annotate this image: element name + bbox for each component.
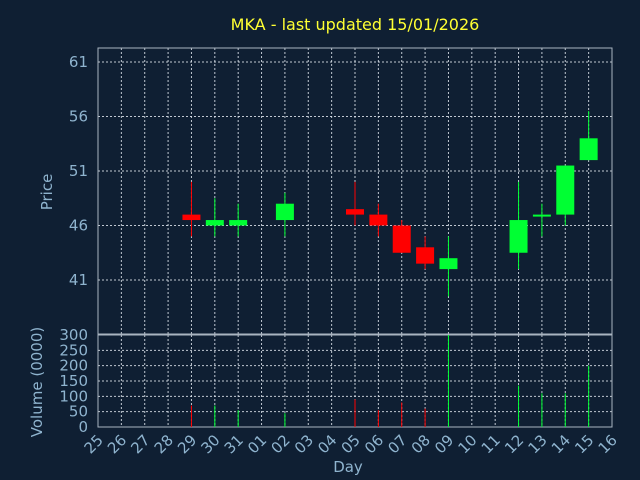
candle-body bbox=[532, 214, 551, 217]
volume-tick-label: 0 bbox=[78, 418, 88, 436]
x-tick-label: 31 bbox=[221, 431, 247, 457]
candle-body bbox=[205, 220, 224, 226]
price-panel-frame bbox=[97, 47, 613, 335]
candle-body bbox=[346, 209, 364, 215]
x-tick-label: 10 bbox=[454, 431, 480, 457]
x-tick-label: 02 bbox=[268, 431, 294, 457]
volume-tick-label: 250 bbox=[59, 341, 88, 359]
x-tick-label: 08 bbox=[408, 431, 434, 457]
candle-body bbox=[369, 214, 388, 226]
price-axis-label: Price bbox=[38, 174, 56, 211]
x-tick-label: 26 bbox=[104, 431, 130, 457]
volume-tick-label: 50 bbox=[69, 403, 88, 421]
x-tick-label: 04 bbox=[314, 431, 340, 457]
candle-body bbox=[182, 214, 201, 221]
x-tick-label: 14 bbox=[548, 431, 574, 457]
price-panel: 41 46 51 56 61 bbox=[69, 47, 613, 335]
volume-tick-label: 300 bbox=[59, 326, 88, 344]
candle-body bbox=[229, 220, 248, 226]
x-tick-label: 29 bbox=[174, 431, 200, 457]
candle-body bbox=[509, 220, 528, 253]
x-tick-label: 06 bbox=[361, 431, 387, 457]
x-tick-label: 01 bbox=[244, 431, 270, 457]
candle-body bbox=[275, 203, 294, 221]
x-axis: 2526272829303101020304050607080910111213… bbox=[81, 431, 621, 457]
volume-tick-label: 150 bbox=[59, 372, 88, 390]
price-tick-label: 41 bbox=[69, 271, 88, 289]
volume-axis-label: Volume (0000) bbox=[28, 327, 46, 437]
candle-body bbox=[416, 247, 435, 264]
price-tick-label: 61 bbox=[69, 53, 88, 71]
x-tick-label: 05 bbox=[338, 431, 364, 457]
x-tick-label: 07 bbox=[384, 431, 410, 457]
x-tick-label: 16 bbox=[595, 431, 621, 457]
x-tick-label: 11 bbox=[478, 431, 504, 457]
candle-body bbox=[556, 165, 575, 215]
x-tick-label: 09 bbox=[431, 431, 457, 457]
price-tick-label: 56 bbox=[69, 108, 88, 126]
volume-tick-label: 100 bbox=[59, 387, 88, 405]
chart-title: MKA - last updated 15/01/2026 bbox=[231, 15, 480, 34]
x-tick-label: 30 bbox=[197, 431, 223, 457]
candle-body bbox=[439, 258, 458, 270]
x-tick-label: 12 bbox=[501, 431, 527, 457]
price-tick-label: 46 bbox=[69, 217, 88, 235]
volume-tick-label: 200 bbox=[59, 357, 88, 375]
x-tick-label: 28 bbox=[151, 431, 177, 457]
x-tick-label: 13 bbox=[525, 431, 551, 457]
x-tick-label: 27 bbox=[127, 431, 153, 457]
x-tick-label: 15 bbox=[571, 431, 597, 457]
candle-body bbox=[579, 138, 598, 161]
price-tick-label: 51 bbox=[69, 162, 88, 180]
x-axis-label: Day bbox=[333, 458, 363, 476]
candle-body bbox=[392, 225, 411, 253]
x-tick-label: 03 bbox=[291, 431, 317, 457]
